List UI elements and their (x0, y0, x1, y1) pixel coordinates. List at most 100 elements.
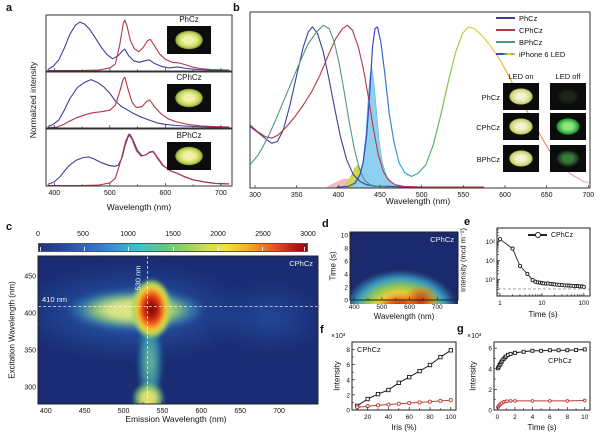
svg-text:700: 700 (273, 408, 285, 415)
svg-text:450: 450 (374, 192, 386, 199)
svg-text:2: 2 (346, 392, 350, 399)
svg-text:350: 350 (291, 192, 303, 199)
panel-g-scale: ×10³ (467, 333, 482, 340)
panel-e-legend: CPhCz (528, 229, 573, 241)
inset-header-led-off: LED off (555, 72, 581, 81)
legend-line-swatch (528, 232, 547, 238)
svg-text:10¹: 10¹ (486, 258, 496, 265)
photo-bphcz-powder (167, 142, 211, 170)
heatmap-hotspot (129, 275, 174, 353)
svg-text:400: 400 (48, 190, 60, 197)
colorbar-tick: 0 (36, 231, 40, 238)
colorbar-tickmark (304, 247, 306, 251)
panel-label-f: f (320, 324, 324, 336)
colorbar-tick: 3000 (300, 231, 316, 238)
svg-text:500: 500 (376, 304, 387, 311)
panel-b-legend: PhCz CPhCz BPhCz iPhone 6 LED (496, 12, 565, 60)
svg-text:500: 500 (118, 408, 130, 415)
panel-g-xlabel: Time (s) (527, 423, 557, 432)
legend-label: iPhone 6 LED (519, 49, 566, 59)
svg-text:10²: 10² (486, 239, 496, 246)
svg-text:80: 80 (426, 414, 434, 421)
legend-item: PhCz (496, 12, 565, 24)
svg-text:10: 10 (341, 233, 349, 240)
powder-blob (503, 113, 539, 140)
legend-line-swatch (496, 17, 515, 19)
svg-text:300: 300 (249, 192, 261, 199)
legend-item: CPhCz (528, 229, 573, 241)
panel-a-spectra-phcz (45, 14, 233, 72)
svg-text:60: 60 (406, 414, 414, 421)
panel-e-ylabel: Intensity (mcd m⁻²) (458, 228, 468, 292)
panel-c-heatmap: 410 nm 530 nm CPhCz (38, 256, 318, 404)
colorbar-tickmark (83, 247, 85, 251)
svg-text:100: 100 (445, 414, 456, 421)
sample-label-cphcz: CPhCz (176, 73, 202, 82)
svg-text:500: 500 (104, 190, 116, 197)
legend-label: PhCz (519, 13, 538, 23)
panel-d-sample-label: CPhCz (430, 235, 454, 244)
panel-f-sample-label: CPhCz (357, 345, 381, 354)
panel-label-b: b (233, 2, 240, 14)
photo-phcz-powder (167, 26, 211, 54)
svg-text:400: 400 (332, 192, 344, 199)
panel-c-ylabel: Excitation Wavelength (nm) (7, 281, 17, 379)
legend-line-swatch (496, 53, 515, 55)
colorbar-tick: 500 (77, 231, 89, 238)
colorbar-tick: 2000 (210, 231, 226, 238)
panel-label-d: d (322, 218, 329, 230)
legend-item: iPhone 6 LED (496, 48, 565, 60)
svg-text:550: 550 (457, 192, 469, 199)
svg-text:600: 600 (195, 408, 207, 415)
panel-e-decay-plot: 1 10 100 10⁰ 10¹ 10² (485, 227, 591, 307)
colorbar-tickmark (128, 247, 130, 251)
inset-row-bphcz: BPhCz (476, 155, 500, 164)
panel-c-axes: 400 450 500 550 600 650 700 300 350 400 450 (24, 255, 319, 415)
panel-e-xlabel: Time (s) (528, 310, 558, 319)
sample-label-bphcz: BPhCz (176, 131, 202, 140)
svg-text:450: 450 (79, 408, 91, 415)
powder-blob (503, 83, 539, 110)
svg-text:700: 700 (582, 192, 594, 199)
svg-text:4: 4 (346, 377, 350, 384)
panel-d-heatmap: CPhCz (350, 232, 458, 304)
svg-text:4: 4 (488, 366, 492, 373)
inset-row-cphcz: CPhCz (476, 123, 500, 132)
panel-a-spectra-bphcz: 400 500 600 700 (45, 128, 233, 197)
panel-c-sample-label: CPhCz (289, 259, 313, 268)
svg-text:0: 0 (488, 408, 492, 415)
legend-item: BPhCz (496, 36, 565, 48)
svg-text:100: 100 (578, 300, 589, 307)
crosshair-530nm-line (147, 256, 148, 404)
powder-blob (167, 84, 211, 112)
svg-text:40: 40 (385, 414, 393, 421)
svg-text:0: 0 (344, 298, 348, 305)
panel-b-xlabel: Wavelength (nm) (385, 196, 451, 206)
svg-text:600: 600 (160, 190, 172, 197)
svg-text:6: 6 (488, 346, 492, 353)
svg-text:700: 700 (215, 190, 227, 197)
panel-g-ylabel: Intensity (468, 361, 478, 391)
annotation-410nm: 410 nm (42, 295, 68, 304)
panel-d-xlabel: Wavelength (nm) (373, 312, 435, 321)
svg-text:400: 400 (24, 310, 36, 317)
panel-d-ylabel: Time (s) (328, 251, 338, 281)
svg-text:4: 4 (531, 414, 535, 421)
svg-text:0: 0 (496, 414, 500, 421)
powder-blob (503, 145, 539, 172)
panel-f-iris-plot: 20 40 60 80 100 0 2 4 6 8 (346, 341, 457, 421)
svg-text:600: 600 (404, 304, 415, 311)
colorbar-tickmark (173, 247, 174, 251)
heatmap-afterglow-arc (350, 242, 458, 304)
legend-line-swatch (496, 29, 515, 31)
panel-b-spectra-plot: 300 350 400 450 500 550 600 650 700 (249, 11, 594, 199)
svg-text:450: 450 (24, 273, 36, 280)
svg-text:550: 550 (157, 408, 169, 415)
svg-text:600: 600 (499, 192, 511, 199)
panel-label-a: a (6, 2, 13, 14)
inset-header-led-on: LED on (508, 72, 534, 81)
svg-text:8: 8 (346, 347, 350, 354)
legend-label: BPhCz (519, 37, 543, 47)
svg-text:650: 650 (541, 192, 553, 199)
svg-text:0: 0 (346, 408, 350, 415)
